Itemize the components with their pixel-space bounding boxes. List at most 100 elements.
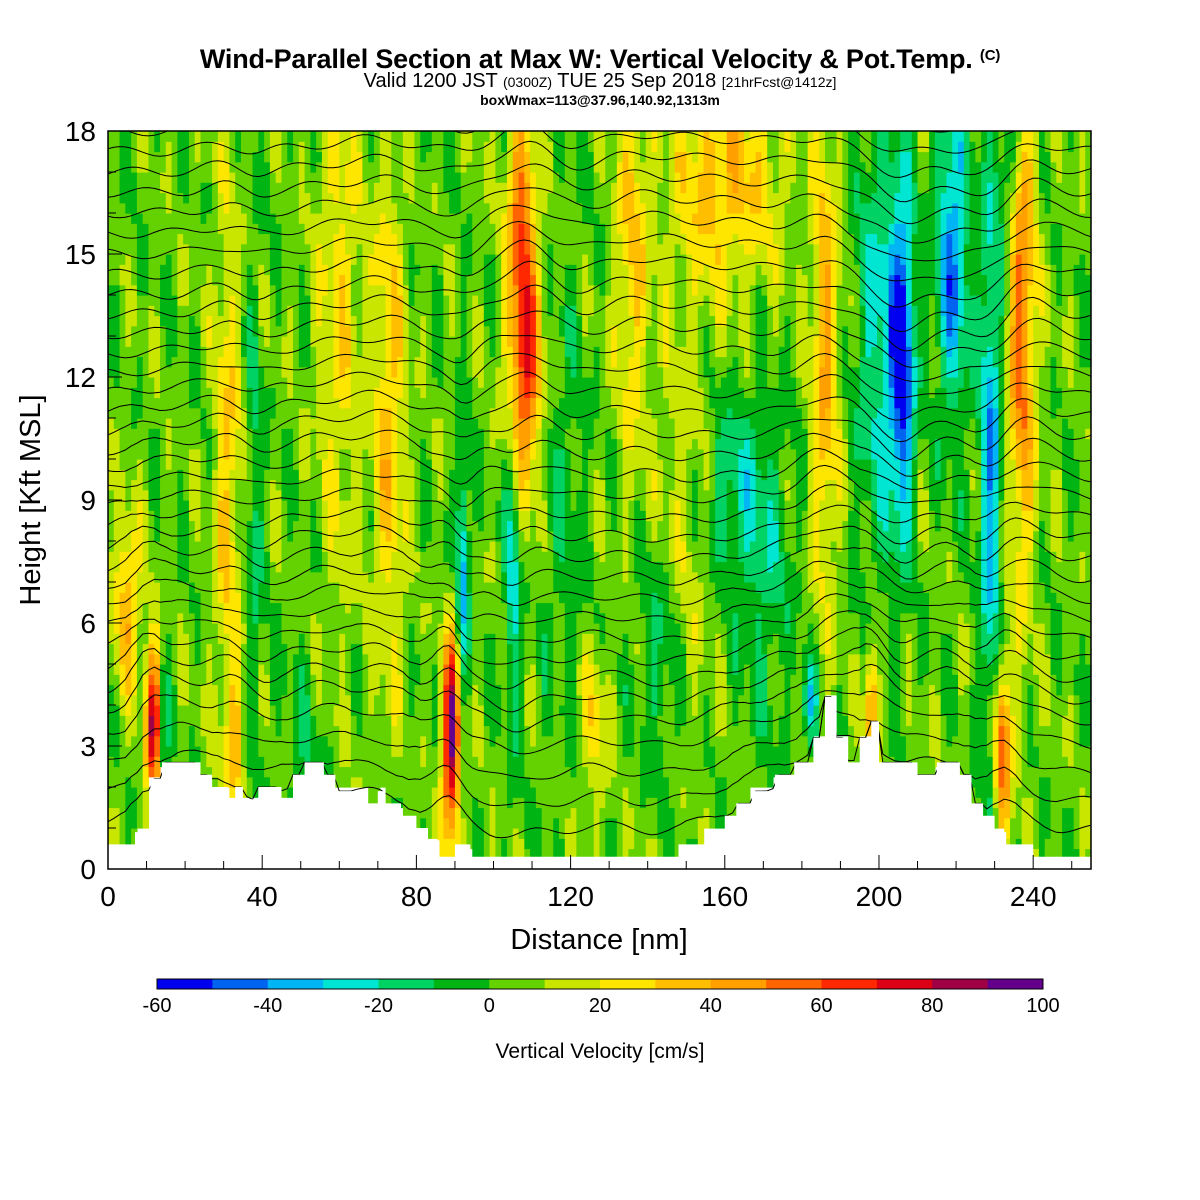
- w-cell: [200, 377, 207, 388]
- w-cell: [327, 592, 335, 604]
- w-cell: [316, 479, 323, 491]
- w-cell: [264, 623, 271, 634]
- w-cell: [188, 643, 196, 655]
- w-cell: [200, 725, 207, 737]
- w-cell: [148, 469, 155, 481]
- w-cell: [524, 705, 531, 716]
- w-cell: [524, 141, 531, 153]
- w-cell: [339, 223, 346, 235]
- w-cell: [246, 284, 254, 296]
- w-cell: [408, 377, 416, 388]
- w-cell: [269, 202, 277, 214]
- w-cell: [183, 387, 190, 399]
- w-cell: [478, 674, 485, 686]
- w-cell: [275, 469, 283, 481]
- w-cell: [171, 448, 178, 460]
- w-cell: [154, 264, 161, 276]
- w-cell: [478, 684, 485, 696]
- w-cell: [472, 264, 479, 276]
- w-cell: [223, 202, 231, 214]
- w-cell: [524, 848, 531, 860]
- w-cell: [281, 223, 288, 235]
- w-cell: [125, 715, 132, 727]
- w-cell: [119, 182, 126, 194]
- w-cell: [293, 510, 300, 522]
- w-cell: [281, 489, 288, 501]
- w-cell: [287, 305, 294, 317]
- w-cell: [171, 192, 178, 204]
- w-cell: [466, 735, 473, 747]
- w-cell: [258, 602, 265, 614]
- w-cell: [235, 489, 242, 501]
- w-cell: [171, 223, 178, 235]
- w-cell: [478, 295, 485, 306]
- w-cell: [454, 407, 462, 419]
- w-cell: [391, 653, 398, 665]
- w-cell: [472, 643, 479, 655]
- w-cell: [235, 541, 242, 552]
- w-cell: [113, 161, 121, 173]
- w-cell: [472, 141, 479, 153]
- w-cell: [391, 131, 398, 142]
- w-cell: [188, 479, 196, 491]
- w-cell: [304, 182, 311, 194]
- w-cell: [194, 530, 202, 542]
- w-cell: [177, 172, 184, 183]
- w-cell: [356, 705, 364, 716]
- w-cell: [524, 787, 531, 798]
- w-cell: [298, 213, 306, 224]
- w-cell: [217, 674, 225, 686]
- w-cell: [426, 766, 433, 778]
- w-cell: [131, 213, 138, 224]
- w-cell: [530, 366, 537, 378]
- w-cell: [460, 756, 468, 768]
- w-cell: [449, 520, 456, 532]
- w-cell: [339, 315, 346, 327]
- w-cell: [217, 705, 225, 716]
- w-cell: [275, 448, 283, 460]
- w-cell: [217, 254, 225, 265]
- w-cell: [402, 664, 410, 675]
- w-cell: [478, 254, 485, 265]
- w-cell: [142, 653, 150, 665]
- w-cell: [333, 377, 340, 388]
- w-cell: [333, 336, 340, 347]
- w-cell: [466, 715, 473, 727]
- w-cell: [472, 694, 479, 706]
- w-cell: [160, 438, 167, 450]
- w-cell: [501, 407, 508, 419]
- w-cell: [397, 787, 404, 798]
- w-cell: [223, 479, 231, 491]
- w-cell: [304, 356, 311, 368]
- w-cell: [125, 612, 132, 624]
- w-cell: [200, 407, 207, 419]
- w-cell: [420, 623, 427, 634]
- w-cell: [530, 192, 537, 204]
- w-cell: [478, 817, 485, 829]
- w-cell: [437, 766, 444, 778]
- w-cell: [281, 479, 288, 491]
- w-cell: [183, 418, 190, 429]
- w-cell: [275, 592, 283, 604]
- w-cell: [206, 684, 213, 696]
- w-cell: [108, 766, 115, 778]
- w-cell: [316, 161, 323, 173]
- w-cell: [524, 418, 531, 429]
- w-cell: [310, 469, 317, 481]
- w-cell: [333, 643, 340, 655]
- w-cell: [321, 623, 329, 634]
- w-cell: [362, 715, 369, 727]
- w-cell: [489, 438, 497, 450]
- w-cell: [472, 500, 479, 511]
- w-cell: [217, 602, 225, 614]
- w-cell: [165, 541, 173, 552]
- w-cell: [524, 459, 531, 470]
- w-cell: [506, 756, 514, 768]
- w-cell: [454, 254, 462, 265]
- w-cell: [495, 182, 502, 194]
- w-cell: [321, 756, 329, 768]
- w-cell: [449, 438, 456, 450]
- w-cell: [483, 705, 491, 716]
- w-cell: [379, 746, 387, 757]
- w-cell: [483, 172, 491, 183]
